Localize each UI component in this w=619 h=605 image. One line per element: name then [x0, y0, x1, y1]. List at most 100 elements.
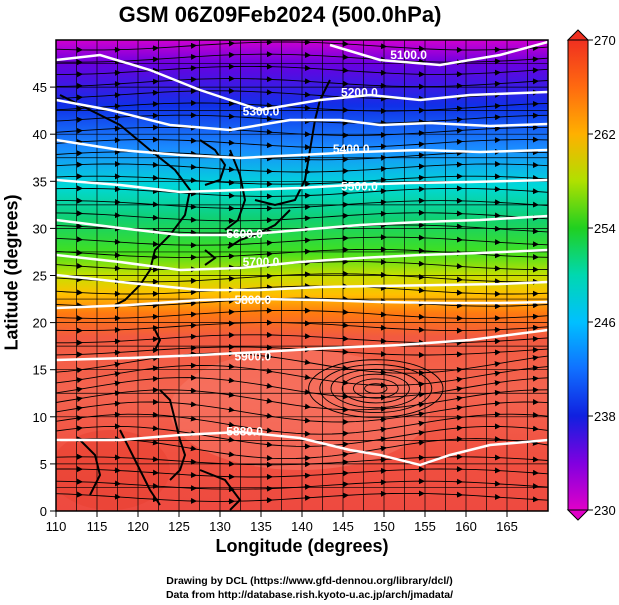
colorbar-bottom-arrow — [566, 509, 590, 521]
streamline — [56, 401, 548, 423]
wind-arrow — [493, 361, 501, 368]
wind-arrow — [455, 395, 463, 402]
y-tick-label: 40 — [33, 127, 47, 142]
y-tick-label: 25 — [33, 269, 47, 284]
streamline — [56, 413, 548, 435]
contour-label: 5800.0 — [234, 293, 271, 307]
wind-arrow — [379, 436, 387, 443]
wind-arrow — [417, 430, 425, 437]
x-tick-label: 150 — [373, 519, 395, 534]
wind-arrow — [189, 387, 197, 394]
streamline — [56, 53, 548, 63]
y-axis-ticks: 0 5 10 15 20 25 30 35 40 45 — [33, 80, 56, 519]
contour-label: 5200.0 — [341, 86, 378, 100]
circulation-loop — [352, 378, 399, 399]
x-tick-label: 165 — [496, 519, 518, 534]
wind-arrow — [341, 451, 349, 458]
wind-arrow — [75, 405, 83, 412]
wind-arrow — [265, 412, 273, 419]
y-tick-label: 20 — [33, 316, 47, 331]
y-tick-label: 30 — [33, 221, 47, 236]
streamline — [56, 200, 548, 210]
circulation-loop — [319, 364, 433, 413]
colorbar-tick-label: 238 — [594, 409, 616, 424]
colorbar-tick-label: 246 — [594, 315, 616, 330]
streamline — [56, 480, 548, 490]
contour-label: 5300.0 — [243, 104, 280, 118]
y-tick-label: 45 — [33, 80, 47, 95]
wind-arrow — [493, 389, 501, 396]
streamline — [56, 126, 548, 136]
chart-title: GSM 06Z09Feb2024 (500.0hPa) — [118, 2, 442, 27]
wind-arrow — [379, 405, 387, 412]
contour-label: 5880.0 — [226, 425, 263, 439]
streamline — [56, 78, 548, 88]
wind-arrow — [113, 380, 121, 387]
streamline — [56, 468, 548, 478]
x-tick-label: 140 — [291, 519, 313, 534]
wind-arrow — [113, 400, 121, 407]
wind-arrow — [75, 386, 83, 393]
streamline — [56, 212, 548, 222]
wind-arrow — [493, 370, 501, 377]
circulation-loop — [341, 373, 410, 404]
wind-arrow — [379, 416, 387, 423]
circulation-loop — [330, 368, 422, 409]
streamline — [56, 41, 548, 51]
wind-arrow — [189, 445, 197, 452]
contour-labels: 5100.0 5200.0 5300.0 5400.0 5500.0 5600.0 5700… — [226, 48, 427, 439]
streamline — [56, 236, 548, 246]
wind-arrow — [265, 427, 273, 434]
wind-arrow — [227, 391, 235, 398]
wind-arrow — [151, 365, 159, 372]
wind-arrow — [417, 381, 425, 388]
wind-arrow — [303, 417, 311, 424]
wind-arrow — [113, 361, 121, 368]
wind-arrow — [265, 367, 273, 374]
y-tick-label: 10 — [33, 410, 47, 425]
x-tick-label: 145 — [332, 519, 354, 534]
wind-arrow — [455, 376, 463, 383]
colorbar — [567, 39, 589, 511]
wind-arrow — [189, 401, 197, 408]
x-tick-label: 110 — [46, 519, 67, 534]
contour-label: 5900.0 — [234, 349, 271, 363]
wind-arrow — [75, 415, 83, 422]
colorbar-top-arrow — [566, 29, 590, 41]
wind-arrow — [531, 425, 539, 432]
streamline — [56, 90, 548, 100]
wind-arrow — [417, 420, 425, 427]
wind-arrow — [113, 371, 121, 377]
streamline — [56, 163, 548, 173]
wind-arrow — [227, 451, 235, 458]
x-axis-label: Longitude (degrees) — [215, 536, 389, 556]
streamline — [56, 309, 548, 319]
wind-arrow — [75, 367, 83, 374]
wind-arrow — [227, 377, 235, 384]
streamline — [56, 322, 548, 332]
wind-arrow — [227, 406, 235, 413]
contour-lines — [56, 40, 548, 467]
wind-streamlines — [56, 40, 548, 505]
wind-arrow — [417, 391, 425, 398]
streamline — [56, 456, 548, 466]
wind-arrow — [113, 390, 121, 397]
wind-arrow — [151, 425, 159, 432]
circulation-loop — [308, 359, 444, 418]
contour-label: 5500.0 — [341, 180, 378, 194]
wind-arrow — [265, 382, 273, 389]
wind-arrow — [265, 441, 273, 448]
wind-arrow — [455, 425, 463, 432]
wind-arrow — [417, 439, 425, 446]
y-tick-label: 15 — [33, 363, 47, 378]
y-tick-label: 35 — [33, 174, 47, 189]
wind-arrow — [265, 353, 273, 360]
contour-label: 5400.0 — [333, 142, 370, 156]
x-tick-label: 160 — [455, 519, 477, 534]
wind-arrow — [265, 397, 273, 404]
wind-arrow — [189, 415, 197, 422]
wind-arrow — [531, 365, 539, 372]
colorbar-tick-label: 230 — [594, 503, 616, 518]
wind-arrow — [151, 375, 159, 382]
